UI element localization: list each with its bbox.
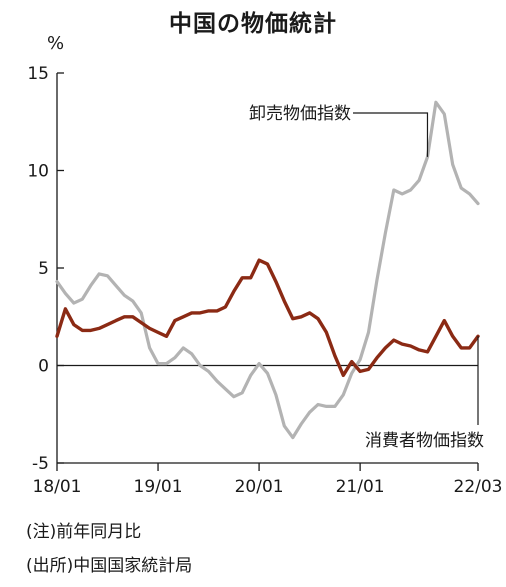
x-tick-label: 22/03 <box>454 477 503 497</box>
y-tick-label: 15 <box>27 64 49 84</box>
note-yoy: (注)前年同月比 <box>26 522 142 542</box>
y-tick-label: 5 <box>38 259 49 279</box>
series-line-wholesale <box>55 100 480 440</box>
x-tick-label: 20/01 <box>235 477 284 497</box>
leader-line-wholesale <box>353 112 429 157</box>
series-label-consumer: 消費者物価指数 <box>365 431 484 451</box>
x-tick-label: 21/01 <box>336 477 385 497</box>
series-label-wholesale: 卸売物価指数 <box>249 104 351 124</box>
chart-title: 中国の物価統計 <box>169 11 337 37</box>
y-axis-unit-label: % <box>47 33 65 54</box>
series-line-consumer <box>55 258 480 377</box>
y-tick-label: 10 <box>27 162 49 182</box>
y-tick-label: -5 <box>32 454 49 474</box>
note-source: (出所)中国国家統計局 <box>26 556 193 576</box>
x-tick-label: 18/01 <box>33 477 82 497</box>
x-tick-label: 19/01 <box>134 477 183 497</box>
y-tick-label: 0 <box>38 357 49 377</box>
